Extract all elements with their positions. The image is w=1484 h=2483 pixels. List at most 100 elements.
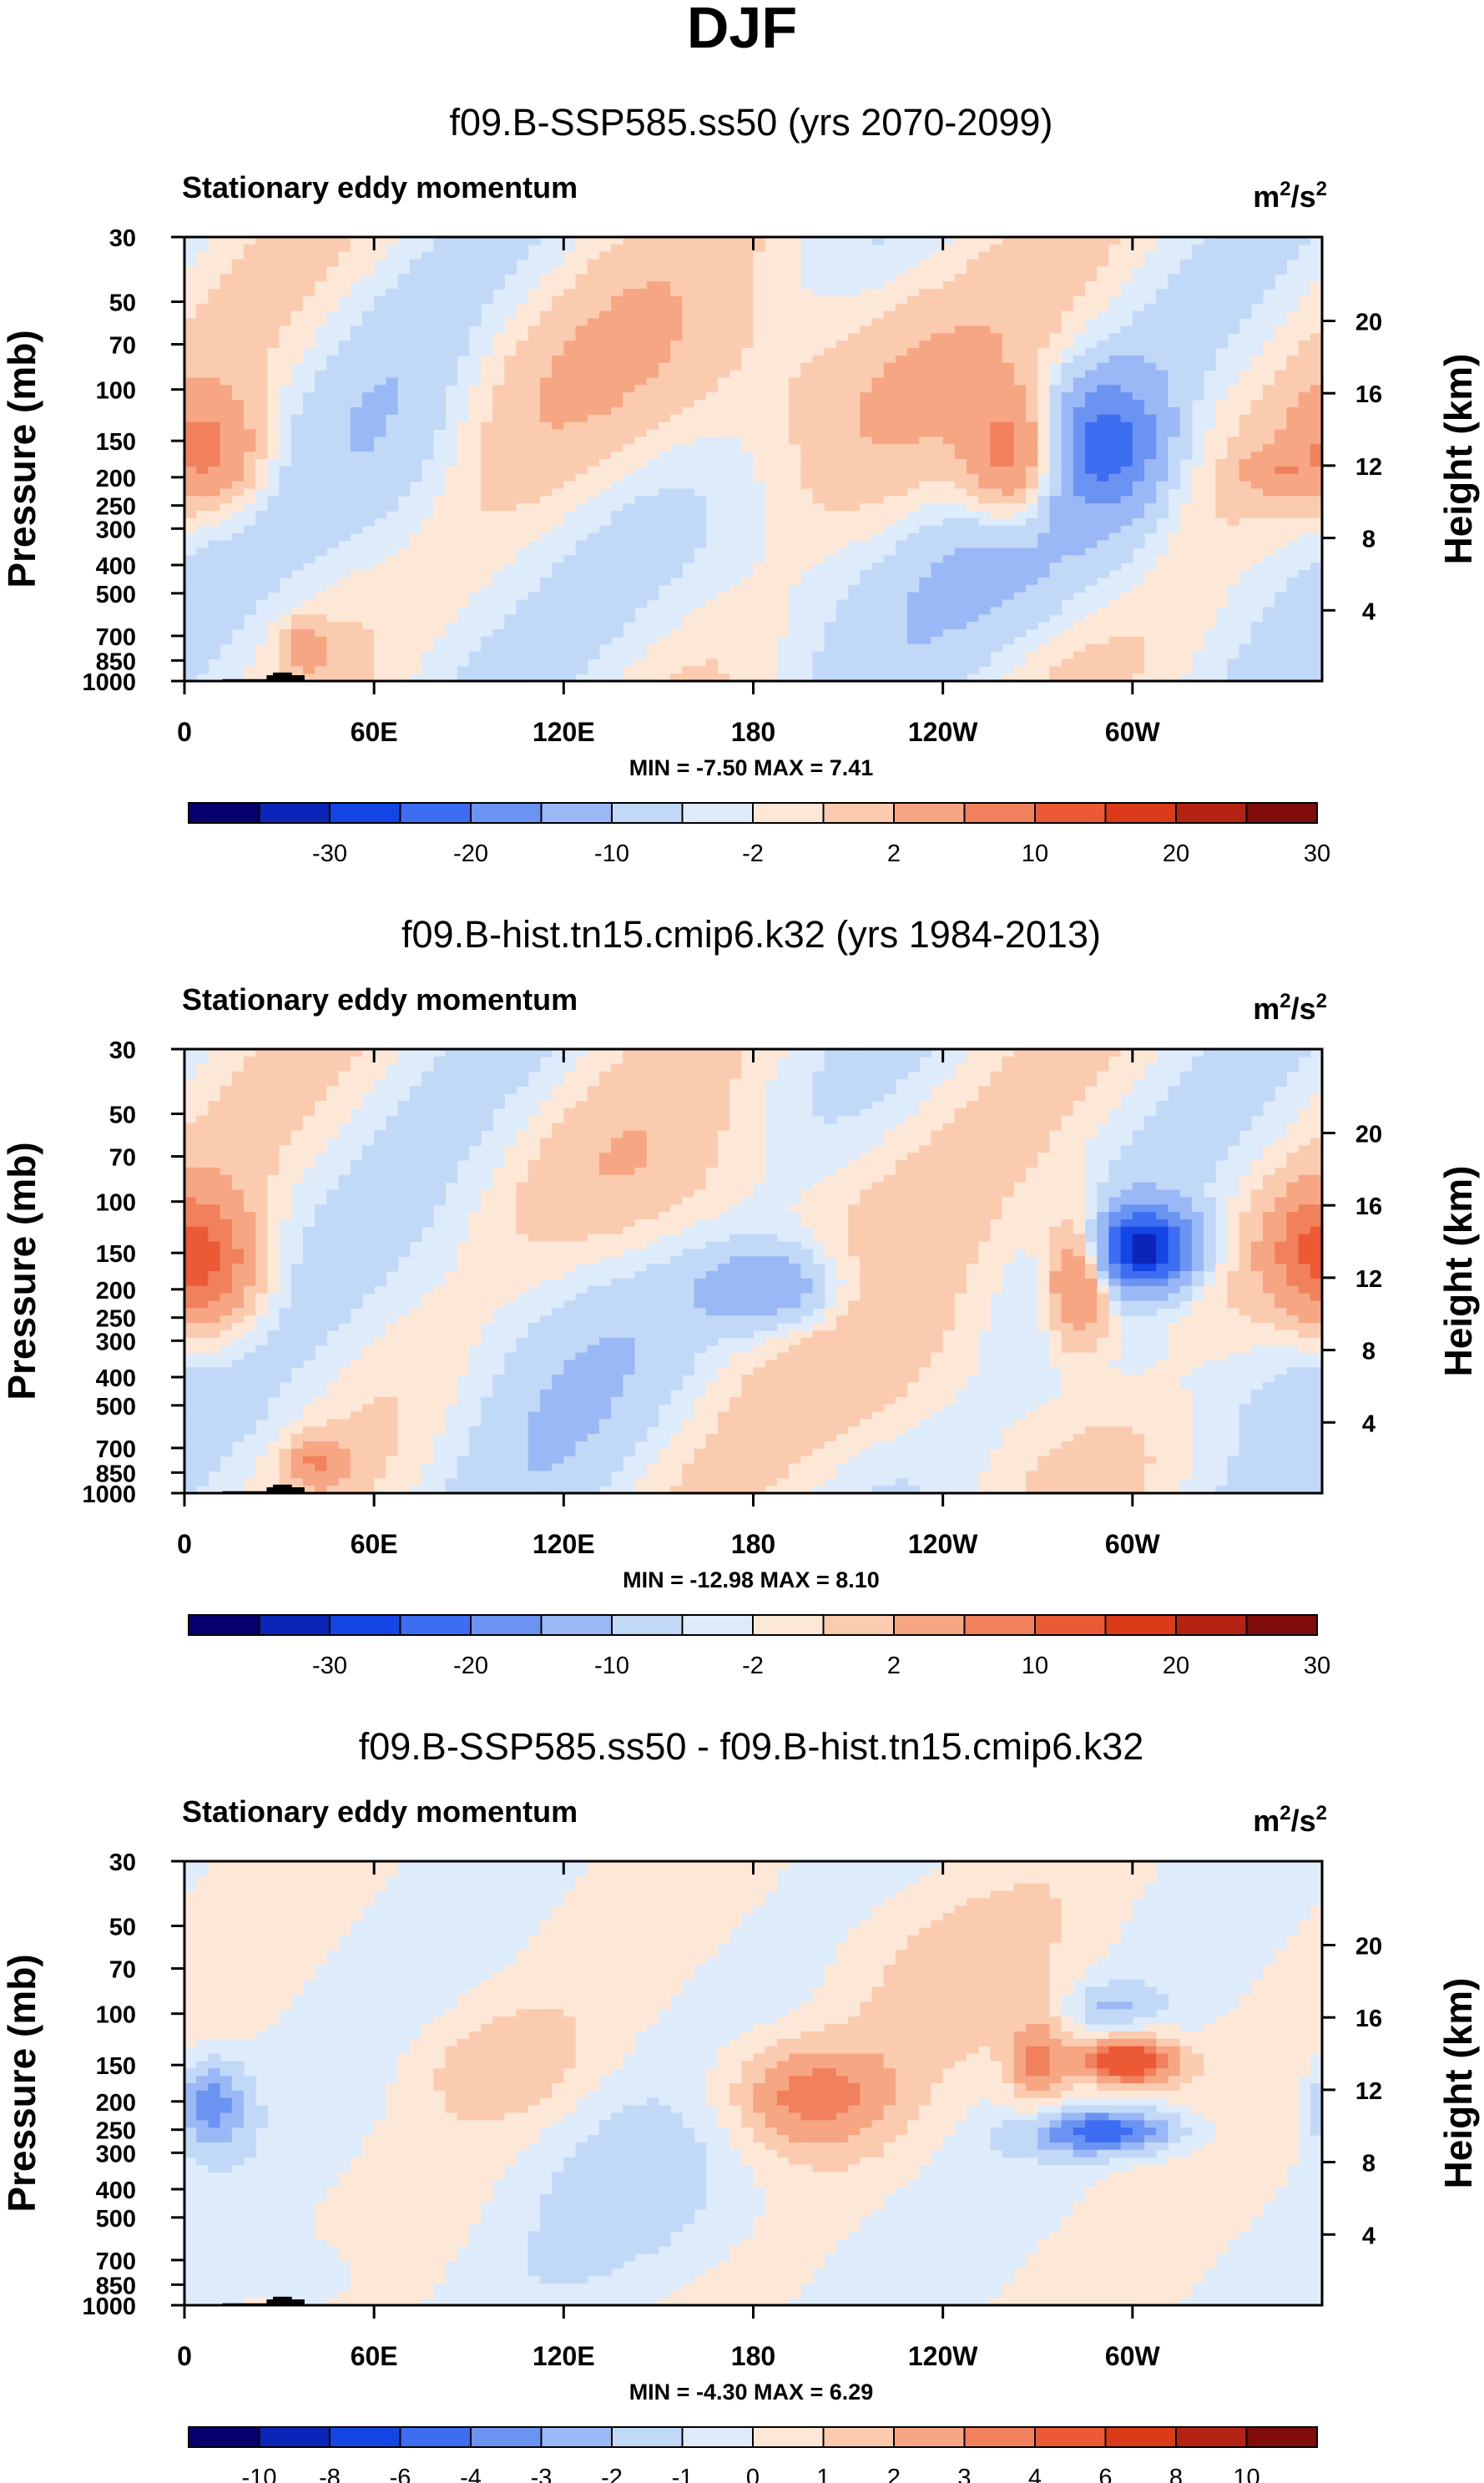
contour-cell [1037, 548, 1051, 556]
contour-cell [350, 599, 363, 608]
contour-cell [1227, 326, 1240, 334]
contour-cell [290, 481, 304, 490]
contour-cell [860, 584, 873, 593]
contour-cell [848, 355, 861, 364]
contour-cell [350, 244, 363, 253]
contour-cell [1168, 341, 1181, 349]
contour-cell [1179, 628, 1193, 638]
contour-cell [527, 421, 541, 431]
contour-cell [552, 628, 564, 638]
contour-cell [421, 421, 434, 431]
contour-cell [883, 437, 896, 445]
contour-cell [954, 466, 967, 475]
contour-cell [682, 511, 695, 519]
contour-cell [184, 1478, 197, 1486]
contour-cell [1275, 481, 1288, 490]
contour-cell [492, 333, 505, 341]
contour-cell [860, 414, 873, 423]
contour-cell [492, 437, 505, 445]
contour-cell [753, 466, 766, 475]
contour-cell [302, 473, 315, 482]
y-axis-title: Pressure (mb) [0, 330, 43, 588]
contour-cell [563, 385, 577, 393]
contour-cell [776, 584, 790, 593]
contour-cell [1239, 496, 1252, 504]
contour-cell [575, 452, 588, 460]
contour-cell [729, 326, 742, 334]
contour-cell [1085, 259, 1098, 268]
contour-cell [290, 517, 304, 527]
contour-cell [1156, 577, 1169, 586]
contour-cell [208, 1174, 221, 1183]
contour-cell [290, 414, 304, 423]
contour-cell [516, 503, 529, 512]
contour-cell [445, 563, 458, 571]
contour-cell [552, 488, 564, 497]
contour-cell [717, 333, 730, 341]
contour-cell [587, 421, 600, 431]
contour-cell [1061, 570, 1074, 578]
contour-cell [848, 628, 861, 638]
contour-cell [835, 488, 849, 497]
contour-cell [800, 525, 814, 534]
contour-cell [800, 452, 814, 460]
contour-cell [942, 525, 956, 534]
contour-cell [1049, 244, 1063, 253]
contour-cell [1097, 659, 1110, 667]
contour-cell [492, 548, 505, 556]
contour-cell [184, 1234, 197, 1243]
contour-cell [552, 392, 564, 401]
contour-cell [1250, 370, 1264, 379]
contour-cell [694, 310, 707, 320]
contour-cell [255, 333, 268, 341]
contour-cell [1239, 659, 1252, 667]
contour-cell [1250, 555, 1264, 563]
contour-cell [504, 421, 517, 431]
contour-cell [978, 333, 992, 341]
contour-cell [1298, 622, 1311, 630]
contour-cell [480, 414, 493, 423]
contour-cell [397, 348, 411, 356]
contour-cell [480, 295, 493, 305]
contour-cell [1310, 584, 1323, 593]
contour-cell [196, 1204, 209, 1213]
contour-cell [220, 607, 233, 615]
contour-cell [527, 414, 541, 423]
contour-cell [871, 584, 885, 593]
contour-cell [670, 525, 683, 534]
contour-cell [895, 488, 908, 497]
contour-cell [196, 1130, 209, 1138]
contour-cell [883, 355, 896, 364]
contour-cell [1275, 437, 1288, 445]
contour-cell [978, 459, 992, 467]
contour-cell [741, 666, 755, 674]
contour-cell [1204, 318, 1216, 326]
contour-cell [835, 540, 849, 548]
contour-cell [741, 266, 755, 275]
contour-cell [741, 607, 755, 615]
contour-cell [1002, 392, 1015, 401]
contour-cell [315, 266, 327, 275]
contour-cell [1250, 452, 1264, 460]
contour-cell [812, 437, 825, 445]
contour-cell [717, 674, 730, 682]
contour-cell [682, 525, 695, 534]
contour-cell [243, 437, 256, 445]
contour-cell [1227, 570, 1240, 578]
contour-cell [1298, 355, 1311, 364]
contour-cell [611, 251, 623, 260]
contour-cell [374, 377, 386, 386]
contour-cell [717, 295, 730, 305]
contour-cell [350, 370, 363, 379]
contour-cell [598, 459, 612, 467]
contour-cell [587, 437, 600, 445]
contour-cell [587, 628, 600, 638]
contour-cell [386, 370, 399, 379]
contour-cell [326, 473, 340, 482]
contour-cell [942, 651, 956, 659]
contour-cell [361, 570, 375, 578]
contour-cell [765, 614, 778, 623]
contour-cell [765, 400, 778, 408]
contour-cell [634, 333, 648, 341]
contour-cell [835, 318, 849, 326]
